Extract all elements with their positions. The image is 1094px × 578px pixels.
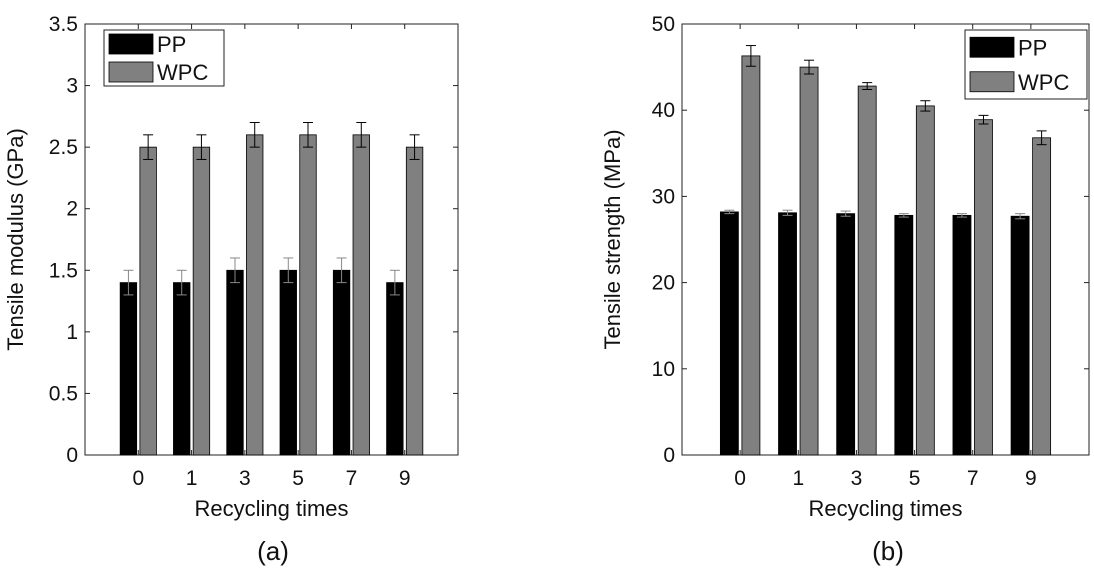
- bar-wpc: [915, 105, 935, 456]
- chart-panel-1: 0 0.5 1 1.5 2 2.5 3 3.5 0 1 3 5 7 9 Recycling times Ten…: [3, 13, 459, 566]
- y-tick-label: 30: [652, 185, 675, 208]
- bar-wpc: [857, 85, 877, 456]
- bar-wpc: [352, 134, 370, 456]
- y-axis-label: Tensile modulus (GPa): [3, 128, 28, 351]
- bar-pp: [226, 269, 244, 456]
- legend-label-pp: PP: [157, 32, 186, 57]
- bar-pp: [119, 282, 138, 456]
- y-tick-label: 3: [66, 75, 78, 98]
- legend-swatch-wpc: [108, 61, 154, 83]
- x-tick-label: 1: [186, 467, 198, 490]
- bar-wpc: [974, 119, 993, 456]
- x-tick-label: 9: [399, 467, 411, 490]
- legend-swatch-pp: [108, 33, 154, 55]
- bar-pp: [1010, 215, 1030, 456]
- x-tick-label: 7: [346, 467, 358, 490]
- x-tick-label: 3: [851, 467, 863, 490]
- x-axis-label: Recycling times: [808, 496, 962, 521]
- panel-label: (a): [257, 536, 289, 566]
- y-tick-label: 1.5: [49, 259, 78, 282]
- bar-wpc: [246, 134, 264, 456]
- plot-area: [681, 23, 1090, 456]
- x-axis-label: Recycling times: [194, 496, 348, 521]
- bar-wpc: [192, 146, 211, 456]
- bar-pp: [719, 211, 739, 456]
- legend-swatch-wpc: [969, 71, 1015, 93]
- x-tick-label: 0: [734, 467, 746, 490]
- bar-wpc: [299, 134, 317, 456]
- bar-pp: [778, 212, 797, 456]
- y-tick-label: 1: [66, 321, 78, 344]
- panel-label: (b): [872, 536, 904, 566]
- y-axis-label: Tensile strength (MPa): [600, 129, 625, 349]
- y-tick-label: 0.5: [49, 382, 78, 405]
- x-tick-label: 5: [909, 467, 921, 490]
- bar-pp: [894, 214, 914, 456]
- legend-label-pp: PP: [1018, 35, 1047, 60]
- y-tick-label: 40: [652, 99, 675, 122]
- chart-panel-2: 0 10 20 30 40 50 0 1 3 5 7 9 Recycling times Tensile …: [600, 13, 1090, 566]
- x-tick-label: 9: [1025, 467, 1037, 490]
- legend-label-wpc: WPC: [1018, 70, 1069, 95]
- x-tick-label: 5: [292, 467, 304, 490]
- y-tick-label: 2.5: [49, 136, 78, 159]
- bar-wpc: [405, 146, 424, 456]
- y-tick-label: 0: [663, 444, 675, 467]
- y-tick-label: 3.5: [49, 13, 78, 36]
- y-tick-label: 20: [652, 272, 675, 295]
- legend-label-wpc: WPC: [157, 60, 208, 85]
- bar-pp: [952, 214, 972, 456]
- bar-pp: [279, 269, 297, 456]
- x-tick-label: 7: [967, 467, 979, 490]
- bar-wpc: [799, 66, 819, 456]
- x-tick-label: 3: [239, 467, 251, 490]
- x-tick-label: 1: [792, 467, 804, 490]
- bar-pp: [173, 282, 191, 456]
- y-tick-label: 0: [66, 444, 78, 467]
- bar-pp: [332, 269, 351, 456]
- x-tick-label: 0: [132, 467, 144, 490]
- plot-area: [84, 23, 459, 456]
- bar-pp: [386, 282, 404, 456]
- y-tick-label: 50: [652, 13, 675, 36]
- bar-wpc: [1032, 137, 1052, 456]
- y-tick-label: 2: [66, 198, 78, 221]
- bar-pp: [836, 213, 856, 456]
- legend-swatch-pp: [969, 36, 1015, 58]
- bar-wpc: [139, 146, 157, 456]
- legend: PP WPC: [103, 29, 225, 87]
- bar-wpc: [741, 55, 761, 456]
- y-tick-label: 10: [652, 358, 675, 381]
- legend: PP WPC: [964, 29, 1088, 100]
